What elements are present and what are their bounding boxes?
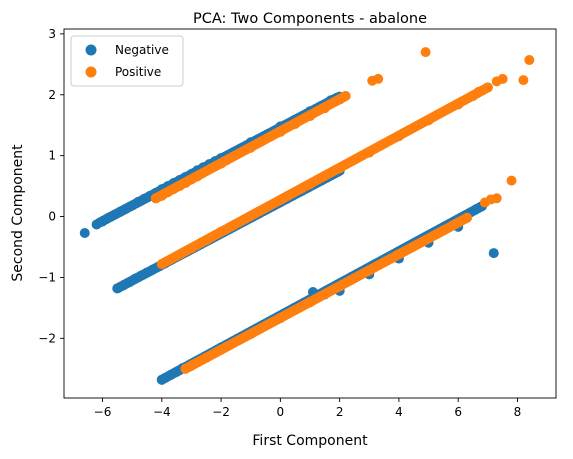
x-tick-label: −2 — [212, 405, 230, 419]
y-tick-label: 3 — [48, 27, 56, 41]
point-positive — [305, 111, 315, 122]
point-positive — [171, 251, 182, 262]
point-positive — [156, 259, 167, 270]
point-positive — [393, 131, 404, 142]
x-axis-ticks: −6 −4 −2 0 2 4 6 8 — [94, 398, 522, 419]
point-positive — [245, 329, 256, 340]
point-positive — [305, 297, 315, 308]
point-positive — [423, 115, 434, 126]
point-positive — [497, 73, 508, 84]
point-positive — [420, 47, 431, 58]
x-tick-label: −6 — [94, 405, 112, 419]
point-negative — [79, 227, 90, 238]
legend-marker-negative — [85, 44, 97, 56]
point-positive — [453, 99, 464, 110]
point-positive — [275, 313, 286, 324]
point-positive — [245, 210, 256, 221]
point-negative — [488, 248, 499, 259]
point-positive — [216, 226, 227, 237]
point-positive — [201, 235, 212, 246]
y-tick-label: 1 — [48, 149, 56, 163]
point-positive — [473, 86, 484, 97]
legend-label-negative: Negative — [115, 43, 169, 57]
point-positive — [216, 344, 227, 355]
y-axis-ticks: −2 −1 0 1 2 3 — [38, 27, 64, 345]
point-positive — [290, 118, 301, 129]
point-positive — [518, 75, 529, 86]
x-tick-label: 8 — [514, 405, 522, 419]
point-positive — [438, 225, 449, 236]
point-positive — [373, 73, 384, 84]
x-tick-label: 2 — [336, 405, 344, 419]
point-positive — [186, 360, 197, 371]
point-positive — [491, 193, 502, 204]
point-positive — [275, 195, 286, 206]
point-positive — [524, 55, 535, 66]
point-positive — [305, 179, 315, 190]
x-tick-label: −4 — [153, 405, 171, 419]
point-negative — [156, 374, 167, 385]
y-tick-label: 2 — [48, 88, 56, 102]
point-positive — [192, 171, 203, 182]
point-positive — [275, 126, 286, 137]
point-positive — [201, 352, 212, 363]
y-axis-label: Second Component — [10, 144, 26, 282]
point-positive — [334, 281, 345, 292]
point-positive — [364, 265, 375, 276]
y-tick-label: −2 — [38, 331, 56, 345]
chart-title: PCA: Two Components - abalone — [193, 11, 427, 27]
point-positive — [245, 142, 256, 153]
point-positive — [423, 233, 434, 244]
legend-marker-positive — [85, 66, 97, 78]
point-positive — [186, 243, 197, 254]
point-positive — [216, 158, 227, 169]
point-positive — [408, 241, 419, 252]
plot-area — [63, 28, 557, 399]
x-axis-label: First Component — [252, 433, 368, 449]
x-tick-label: 6 — [454, 405, 462, 419]
point-positive — [393, 249, 404, 260]
legend: Negative Positive — [70, 35, 184, 87]
point-positive — [364, 147, 375, 158]
x-tick-label: 4 — [395, 405, 403, 419]
point-positive — [453, 217, 464, 228]
point-positive — [334, 163, 345, 174]
point-positive — [462, 212, 473, 223]
point-positive — [340, 90, 351, 101]
legend-label-positive: Positive — [115, 65, 161, 79]
x-tick-label: 0 — [277, 405, 285, 419]
point-positive — [482, 82, 493, 93]
legend-box — [70, 35, 184, 87]
data-points — [79, 47, 535, 385]
axes-frame — [63, 28, 557, 399]
point-positive — [319, 103, 330, 114]
point-positive — [506, 175, 517, 186]
y-tick-label: 0 — [48, 210, 56, 224]
y-tick-label: −1 — [38, 270, 56, 284]
